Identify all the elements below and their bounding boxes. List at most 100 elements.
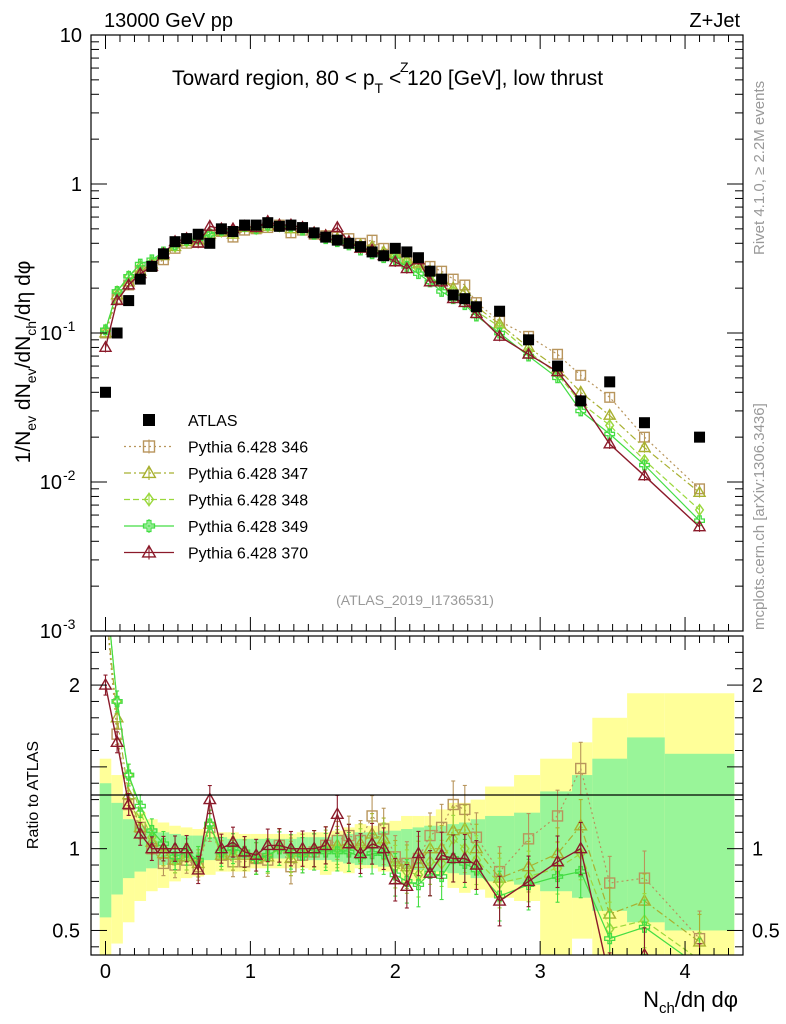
ratio-point: [694, 965, 706, 975]
data-point: [330, 220, 345, 233]
ratio-point: [168, 841, 182, 854]
ratio-point: [111, 695, 123, 708]
ratio-point: [412, 879, 425, 891]
ratio-point: [353, 846, 368, 859]
data-point: [575, 405, 587, 417]
ratio-point: [551, 810, 564, 822]
ratio-point: [121, 797, 136, 810]
atlas-data-point: [146, 260, 158, 272]
ratio-point: [133, 826, 148, 839]
atlas-data-point: [604, 376, 616, 388]
ratio-y-tick-label-right: 0.5: [752, 920, 780, 942]
ratio-point: [457, 851, 472, 864]
legend-marker: [141, 544, 157, 558]
ratio-y-tick-label-right: 1: [752, 839, 763, 861]
ratio-point: [638, 921, 651, 933]
data-point: [492, 329, 507, 341]
ratio-point: [123, 769, 135, 781]
ratio-point: [100, 598, 110, 608]
ratio-series-group: [98, 578, 707, 984]
process-label: Z+Jet: [689, 10, 740, 32]
atlas-data-point: [273, 220, 285, 232]
legend-label: Pythia 6.428 346: [188, 440, 308, 457]
plot-title: Toward region, 80 < pT < 120 [GeV], low …: [172, 67, 603, 96]
ratio-point: [296, 849, 309, 861]
ratio-point: [550, 854, 565, 867]
analysis-id: (ATLAS_2019_I1736531): [336, 592, 494, 608]
ratio-point: [604, 932, 616, 945]
y-tick-label: 1: [71, 174, 82, 196]
atlas-data-point: [320, 231, 332, 243]
atlas-data-point: [494, 305, 506, 317]
data-point: [602, 436, 617, 449]
data-point: [203, 219, 217, 231]
energy-label: 13000 GeV pp: [104, 10, 233, 32]
atlas-data-point: [331, 234, 343, 246]
y-tick-label: 10: [40, 472, 62, 494]
main-plot-frame: [90, 34, 744, 632]
data-point: [100, 324, 111, 336]
main-y-axis-label: 1/Nev dNev/dNch/dη dφ: [12, 261, 39, 464]
legend-entry: Pythia 6.428 347: [124, 464, 308, 483]
data-point: [400, 261, 414, 274]
ratio-point: [179, 841, 194, 854]
atlas-data-point: [157, 248, 169, 260]
data-point: [412, 268, 424, 280]
ratio-band-inner: [122, 819, 135, 879]
atlas-data-point: [123, 295, 135, 307]
ratio-point: [318, 837, 333, 851]
title-sub: T: [375, 80, 384, 96]
ratio-point: [551, 870, 564, 883]
y-tick-exponent: -2: [63, 467, 76, 483]
ratio-line-1: [107, 636, 700, 940]
ratio-point: [389, 869, 401, 881]
ratio-point: [144, 841, 159, 854]
rivet-label: Rivet 4.1.0, ≥ 2.2M events: [751, 81, 768, 255]
data-point: [692, 519, 707, 532]
x-tick-label: 0: [100, 961, 111, 983]
atlas-data-point: [638, 417, 650, 429]
atlas-data-point: [169, 236, 181, 248]
atlas-data-point: [239, 219, 251, 231]
ratio-point: [101, 578, 109, 589]
ratio-point: [156, 841, 171, 854]
legend-marker: [141, 464, 157, 479]
ratio-point: [435, 870, 448, 883]
atlas-data-point: [470, 301, 482, 313]
atlas-data-point: [552, 360, 564, 372]
data-point: [694, 515, 705, 527]
atlas-data-point: [134, 273, 146, 285]
title-sup: Z: [400, 59, 409, 75]
legend-label: ATLAS: [188, 413, 238, 430]
atlas-data-point: [192, 228, 204, 240]
ratio-band-inner: [664, 753, 735, 931]
ratio-point: [365, 836, 380, 849]
ratio-point: [100, 579, 110, 589]
atlas-data-point: [459, 293, 471, 305]
ratio-point: [272, 837, 287, 851]
ratio-point: [260, 837, 275, 851]
ratio-point: [204, 818, 216, 830]
data-point: [604, 391, 616, 403]
ratio-point: [604, 974, 616, 984]
ratio-point: [202, 792, 217, 805]
ratio-point: [331, 846, 343, 858]
ratio-point: [446, 851, 461, 864]
atlas-data-point: [401, 246, 413, 258]
legend-label: Pythia 6.428 347: [188, 466, 308, 483]
ratio-point: [320, 846, 332, 858]
x-tick-label: 2: [390, 961, 401, 983]
data-point: [604, 428, 616, 440]
ratio-point: [521, 873, 536, 887]
ratio-band-inner: [111, 802, 123, 895]
legend-entry: Pythia 6.428 348: [124, 492, 308, 510]
ratio-point: [399, 878, 414, 891]
ratio-point: [98, 677, 113, 690]
data-point: [191, 236, 205, 248]
ratio-point: [295, 841, 310, 854]
data-point: [121, 277, 136, 290]
data-point: [523, 350, 535, 362]
ratio-band-inner: [99, 783, 112, 918]
atlas-data-point: [181, 233, 193, 245]
